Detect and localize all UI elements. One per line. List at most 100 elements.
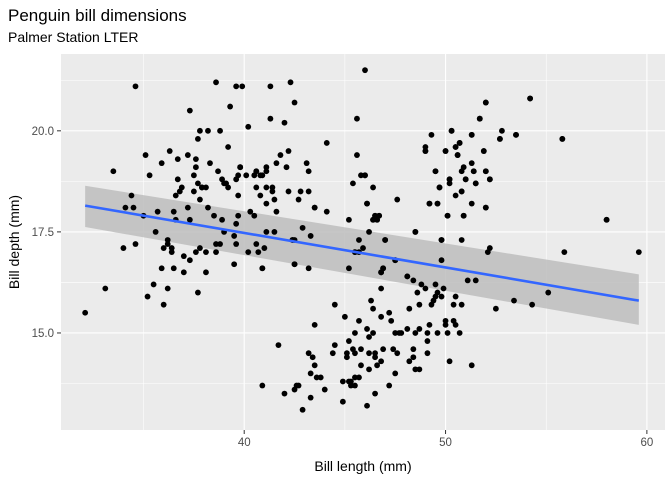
data-point — [352, 350, 358, 357]
data-point — [299, 406, 306, 413]
data-point — [271, 228, 278, 235]
data-point — [358, 172, 364, 179]
data-point — [213, 249, 219, 256]
data-point — [370, 216, 376, 223]
data-point — [422, 285, 429, 292]
x-axis-ticks: 40 50 60 — [238, 430, 653, 449]
data-point — [452, 293, 459, 300]
x-tick-label: 40 — [238, 437, 251, 449]
data-point — [311, 204, 318, 211]
data-point — [307, 370, 314, 377]
data-point — [394, 196, 401, 203]
data-point — [297, 188, 304, 195]
data-point — [358, 362, 364, 369]
data-point — [309, 354, 316, 361]
data-point — [195, 136, 201, 142]
data-point — [195, 289, 201, 296]
data-point — [404, 326, 411, 332]
data-point — [243, 172, 250, 179]
data-point — [545, 289, 552, 296]
data-point — [263, 228, 270, 235]
data-point — [364, 326, 370, 332]
data-point — [174, 156, 181, 163]
data-point — [132, 241, 139, 247]
data-point — [199, 184, 205, 191]
data-point — [150, 281, 157, 288]
data-point — [416, 301, 423, 308]
data-point — [267, 83, 274, 90]
data-point — [227, 103, 234, 110]
data-point — [267, 115, 274, 122]
data-point — [476, 115, 483, 122]
data-point — [456, 140, 463, 146]
data-point — [434, 289, 441, 296]
data-point — [382, 237, 389, 243]
data-point — [366, 334, 372, 340]
data-point — [295, 196, 302, 203]
data-point — [311, 321, 318, 328]
data-point — [468, 362, 475, 369]
data-point — [285, 188, 292, 195]
data-point — [414, 289, 421, 296]
data-point — [233, 241, 240, 247]
data-point — [197, 127, 203, 134]
data-point — [235, 212, 242, 219]
data-point — [410, 354, 417, 361]
data-point — [416, 366, 423, 373]
data-point — [388, 317, 395, 324]
data-point — [231, 233, 238, 239]
data-point — [422, 144, 429, 150]
data-point — [245, 249, 252, 256]
data-point — [468, 200, 475, 207]
data-point — [251, 212, 258, 219]
data-point — [313, 374, 320, 381]
data-point — [370, 330, 376, 336]
data-point — [217, 241, 223, 247]
data-point — [561, 249, 568, 256]
data-point — [460, 212, 467, 219]
data-point — [462, 176, 469, 183]
data-point — [192, 164, 199, 171]
data-point — [178, 184, 185, 191]
data-point — [170, 265, 177, 272]
data-point — [392, 330, 399, 336]
data-point — [132, 83, 139, 90]
data-point — [370, 184, 376, 191]
data-point — [82, 309, 89, 316]
data-point — [470, 168, 477, 175]
data-point — [225, 144, 232, 150]
data-point — [438, 237, 445, 243]
data-point — [192, 156, 199, 163]
data-point — [263, 184, 270, 191]
y-axis-title: Bill depth (mm) — [6, 195, 22, 289]
data-point — [247, 208, 254, 215]
data-point — [482, 204, 489, 211]
data-point — [144, 293, 151, 300]
data-point — [245, 123, 252, 130]
data-point — [352, 382, 358, 389]
data-point — [450, 301, 457, 308]
data-point — [356, 317, 362, 324]
data-point — [299, 224, 306, 231]
data-point — [346, 265, 352, 272]
data-point — [263, 168, 270, 175]
data-point — [378, 313, 385, 320]
data-point — [295, 382, 302, 389]
data-point — [444, 212, 451, 219]
data-point — [146, 172, 153, 179]
data-point — [422, 148, 429, 154]
data-point — [263, 164, 270, 171]
data-point — [277, 152, 284, 158]
data-point — [305, 168, 312, 175]
data-point — [492, 305, 499, 312]
data-point — [339, 378, 346, 385]
data-points — [82, 67, 642, 413]
data-point — [472, 180, 479, 187]
data-point — [362, 67, 368, 74]
data-point — [432, 168, 439, 175]
x-tick-label: 50 — [439, 437, 452, 449]
data-point — [472, 277, 479, 284]
data-point — [416, 326, 423, 332]
data-point — [130, 204, 137, 211]
data-point — [529, 301, 536, 308]
